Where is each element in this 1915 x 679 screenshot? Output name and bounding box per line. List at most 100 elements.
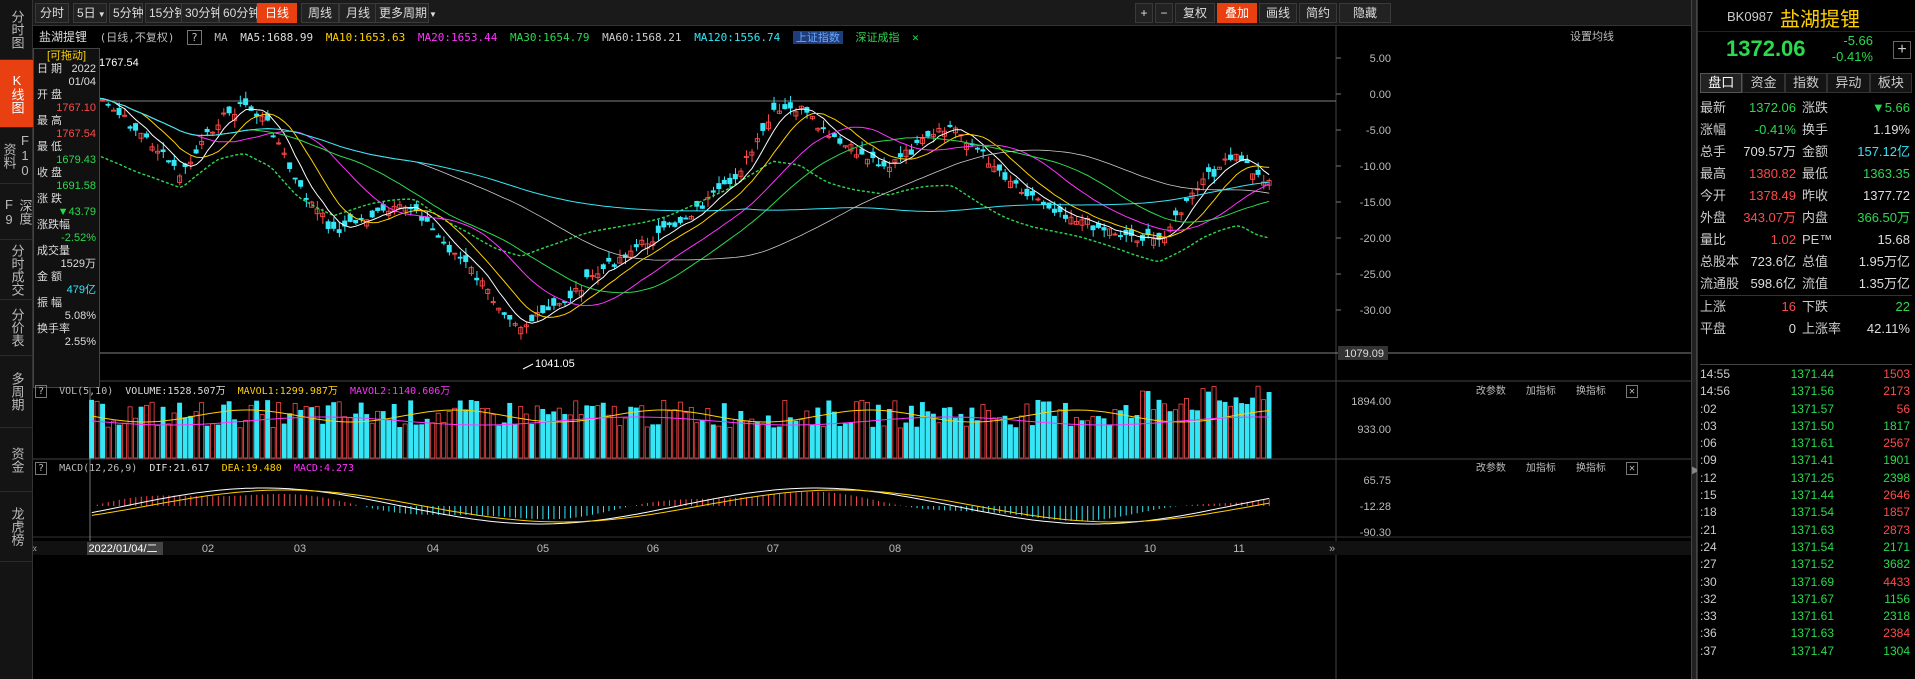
volume-bar [292, 402, 298, 459]
tick-volume: 2646 [1883, 488, 1910, 503]
left-tab[interactable]: 龙虎榜 [0, 492, 33, 562]
left-tab[interactable]: 分时成交 [0, 240, 33, 300]
period-tab[interactable]: 月线 [339, 3, 377, 23]
period-tab[interactable]: 日线 [257, 3, 297, 23]
data-window-row: 2.55% [37, 336, 96, 349]
data-window-key: 收 盘 [37, 167, 63, 179]
vol-switch-indicator-button[interactable]: 换指标 [1575, 386, 1606, 397]
volume-bar [578, 414, 584, 459]
period-tab[interactable]: 更多周期 ▼ [375, 3, 437, 23]
left-tab[interactable]: 分价表 [0, 300, 33, 356]
tick-row: 14:56 1371.56 2173 [1700, 383, 1912, 400]
period-tab[interactable]: 周线 [301, 3, 339, 23]
kline-chart-area[interactable]: 5.00 0.00 -5.00 -10.00 -15.00 -20.00 -25.00 -30… [33, 26, 1691, 679]
data-window[interactable]: [可拖动] 日 期 2022 01/04 开 盘 1767.10 最 高 1767.54 最 … [33, 48, 100, 388]
period-tab[interactable]: 5日 ▼ [73, 3, 107, 23]
quote-tab[interactable]: 异动 [1827, 73, 1870, 93]
left-tab[interactable]: 分时图 [0, 0, 33, 60]
vol-add-indicator-button[interactable]: 加指标 [1525, 386, 1556, 397]
close-icon[interactable]: ✕ [1625, 385, 1638, 398]
tick-row: :27 1371.52 3682 [1700, 556, 1912, 573]
candle [474, 277, 480, 281]
last-price: 1372.06 [1726, 36, 1806, 61]
volume-bar [677, 401, 683, 459]
tick-volume: 56 [1896, 401, 1910, 416]
left-tab[interactable]: 资金 [0, 428, 33, 492]
volume-bar [419, 424, 425, 459]
volume-bar [947, 407, 953, 459]
tick-volume: 2567 [1883, 436, 1910, 451]
left-tab[interactable]: F10资料 [0, 128, 33, 184]
volume-bar [133, 417, 139, 459]
ma-settings-button[interactable]: 设置均线 [1570, 31, 1614, 43]
toolbar-button[interactable]: − [1155, 3, 1173, 23]
volume-bar [1255, 385, 1261, 459]
tick-price: 1371.57 [1790, 401, 1834, 416]
toolbar-button[interactable]: 叠加 [1217, 3, 1257, 23]
volume-bar [815, 407, 821, 459]
left-tab[interactable]: 多周期 [0, 356, 33, 428]
macd-switch-indicator-button[interactable]: 换指标 [1575, 463, 1606, 474]
candle [584, 269, 590, 278]
quote-tab[interactable]: 资金 [1742, 73, 1785, 93]
close-overlay-icon[interactable]: ✕ [912, 31, 919, 44]
candle [226, 106, 232, 114]
toolbar-button[interactable]: 隐藏 [1339, 3, 1391, 23]
volume-bar [1222, 401, 1228, 459]
data-window-key: 成交量 [37, 245, 70, 257]
left-tab[interactable]: 深度F9 [0, 184, 33, 240]
candle [782, 104, 788, 110]
overlay-sz-index[interactable]: 深证成指 [855, 31, 900, 44]
mavol1-line [91, 409, 1270, 423]
tick-row: :33 1371.61 2318 [1700, 608, 1912, 625]
quote-tab[interactable]: 指数 [1784, 73, 1828, 93]
candle [655, 225, 661, 233]
candle [369, 210, 375, 218]
help-icon[interactable]: ? [187, 30, 202, 45]
quote-row: 外盘 343.07万 内盘 366.50万 [1700, 207, 1912, 229]
quote-tab[interactable]: 板块 [1869, 73, 1913, 93]
add-watchlist-icon[interactable]: + [1893, 41, 1911, 59]
volume-bar [595, 405, 601, 459]
overlay-sh-index[interactable]: 上证指数 [792, 31, 843, 44]
volume-bar [287, 413, 293, 459]
toolbar-button[interactable]: 简约 [1299, 3, 1337, 23]
candle [518, 327, 524, 335]
collapse-arrow-icon[interactable]: ▶ [1692, 465, 1700, 476]
quote-row: 上涨 16 下跌 22 [1700, 296, 1912, 318]
volume-bar [1261, 399, 1266, 459]
candle [831, 133, 837, 137]
volume-bar [138, 406, 144, 459]
candle [914, 139, 920, 143]
toolbar-button[interactable]: 复权 [1175, 3, 1215, 23]
tick-list[interactable]: 14:55 1371.44 1503 14:56 1371.56 2173:02 1371.… [1700, 366, 1912, 660]
quote-tab[interactable]: 盘口 [1700, 73, 1743, 93]
volume-bar [270, 427, 276, 459]
month-label: 03 [294, 543, 306, 555]
vol-edit-params-button[interactable]: 改参数 [1475, 386, 1506, 397]
candle [545, 306, 551, 311]
period-tab[interactable]: 分时 [35, 3, 69, 23]
candle [848, 144, 854, 152]
macd-edit-params-button[interactable]: 改参数 [1475, 463, 1506, 474]
left-tab[interactable]: K线图 [0, 60, 33, 128]
macd-add-indicator-button[interactable]: 加指标 [1525, 463, 1556, 474]
period-tab[interactable]: 5分钟 [109, 3, 144, 23]
kline-chart[interactable]: 5.00 0.00 -5.00 -10.00 -15.00 -20.00 -25.00 -30… [33, 26, 1691, 679]
candle [485, 288, 491, 294]
candle [441, 241, 447, 244]
help-icon[interactable]: ? [35, 385, 48, 398]
toolbar-button[interactable]: + [1135, 3, 1153, 23]
volume-bar [776, 426, 782, 459]
period-tab[interactable]: 30分钟 [181, 3, 222, 23]
period-tab[interactable]: 15分钟 [145, 3, 186, 23]
close-icon[interactable]: ✕ [1625, 462, 1638, 475]
volume-bar [430, 422, 436, 459]
tick-price: 1371.67 [1790, 591, 1834, 606]
period-tab[interactable]: 60分钟 [219, 3, 260, 23]
data-window-title[interactable]: [可拖动] [46, 50, 87, 62]
volume-bar [974, 420, 980, 459]
panel-splitter[interactable]: ▶ [1691, 0, 1700, 679]
help-icon[interactable]: ? [35, 462, 48, 475]
toolbar-button[interactable]: 画线 [1259, 3, 1297, 23]
